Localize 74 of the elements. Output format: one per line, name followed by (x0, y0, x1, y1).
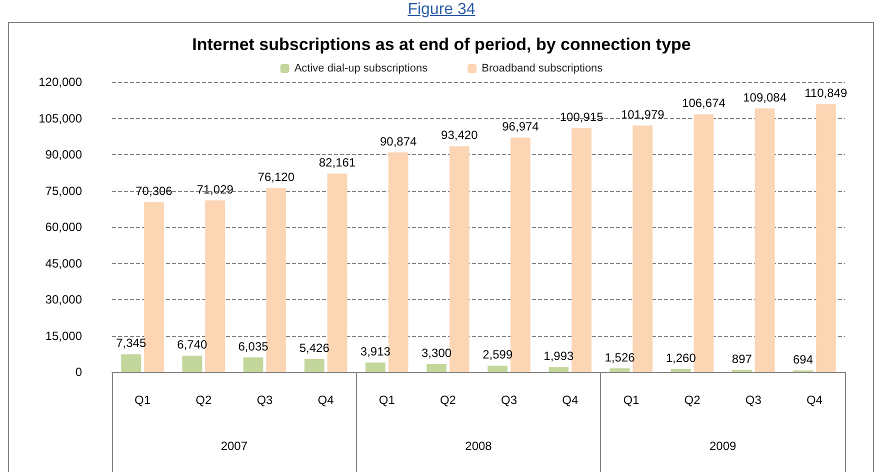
bar (388, 152, 408, 372)
data-label: 6,035 (238, 339, 269, 354)
data-label: 101,979 (620, 108, 665, 122)
y-tick-label: 105,000 (38, 111, 82, 126)
bar (243, 357, 264, 372)
legend-label: Broadband subscriptions (482, 62, 604, 74)
data-label: 96,974 (502, 120, 540, 134)
caption: Figure 34 (406, 1, 476, 19)
y-tick-label: 120,000 (38, 75, 82, 89)
bar (694, 114, 714, 372)
x-tick-label: Q1 (134, 393, 151, 407)
bar (632, 126, 653, 372)
chart-title: Internet subscriptions as at end of period, by connection type (192, 35, 691, 54)
x-tick-label: Q4 (806, 393, 823, 407)
bar (754, 108, 775, 372)
bar (449, 146, 470, 372)
x-tick-label: Q4 (562, 393, 578, 407)
data-label: 70,306 (136, 184, 173, 198)
data-label: 897 (732, 352, 752, 366)
bar (572, 128, 592, 372)
data-label: 100,915 (560, 110, 604, 124)
data-label: 3,913 (360, 344, 391, 359)
bar (816, 104, 836, 372)
x-tick-label: Q2 (684, 393, 701, 407)
y-tick-label: 45,000 (45, 256, 82, 270)
text: 2008 (465, 439, 492, 453)
bar (304, 358, 324, 372)
data-label: 2,599 (482, 348, 513, 362)
bar (610, 368, 630, 372)
data-label: 93,420 (441, 128, 478, 142)
data-label: 5,426 (299, 340, 330, 355)
x-tick-label: Q1 (378, 393, 396, 407)
y-tick-label: 75,000 (45, 184, 82, 198)
x-tick-label: Q3 (501, 393, 518, 407)
bar (121, 354, 142, 372)
data-label: 1,526 (604, 350, 636, 364)
bar (205, 200, 226, 372)
bar (426, 364, 446, 372)
y-tick-label: 30,000 (45, 292, 82, 306)
text: 2009 (709, 439, 737, 453)
data-label: 6,740 (177, 338, 208, 352)
data-label: 1,993 (544, 349, 574, 364)
data-label: 1,260 (666, 350, 696, 365)
text: 2007 (220, 439, 248, 453)
y-tick-label: 0 (75, 365, 82, 379)
data-label: 7,345 (116, 336, 146, 350)
data-label: 82,161 (318, 155, 356, 170)
y-tick-label: 15,000 (45, 328, 82, 343)
data-label: 76,120 (258, 170, 295, 184)
data-label: 90,874 (380, 134, 417, 148)
x-tick-label: Q4 (318, 393, 334, 407)
data-label: 71,029 (196, 182, 234, 196)
bar (327, 173, 348, 372)
x-tick-label: Q3 (745, 393, 762, 407)
data-label: 110,849 (804, 86, 848, 100)
bar (266, 188, 286, 372)
data-label: 694 (793, 352, 814, 366)
x-tick-label: Q2 (440, 393, 456, 407)
bar (548, 367, 569, 372)
bar (510, 138, 530, 372)
bar (144, 202, 164, 372)
x-tick-label: Q2 (196, 393, 212, 407)
x-tick-label: Q1 (623, 393, 640, 407)
bar (488, 366, 508, 372)
bar (182, 356, 202, 372)
data-label: 109,084 (743, 90, 787, 104)
legend-label: Active dial-up subscriptions (294, 62, 428, 74)
bar (365, 362, 386, 372)
bar (670, 368, 691, 372)
data-label: 106,674 (682, 96, 726, 110)
data-label: 3,300 (422, 346, 452, 360)
y-tick-label: 60,000 (45, 220, 82, 234)
y-tick-label: 90,000 (45, 148, 82, 162)
x-tick-label: Q3 (256, 393, 274, 407)
